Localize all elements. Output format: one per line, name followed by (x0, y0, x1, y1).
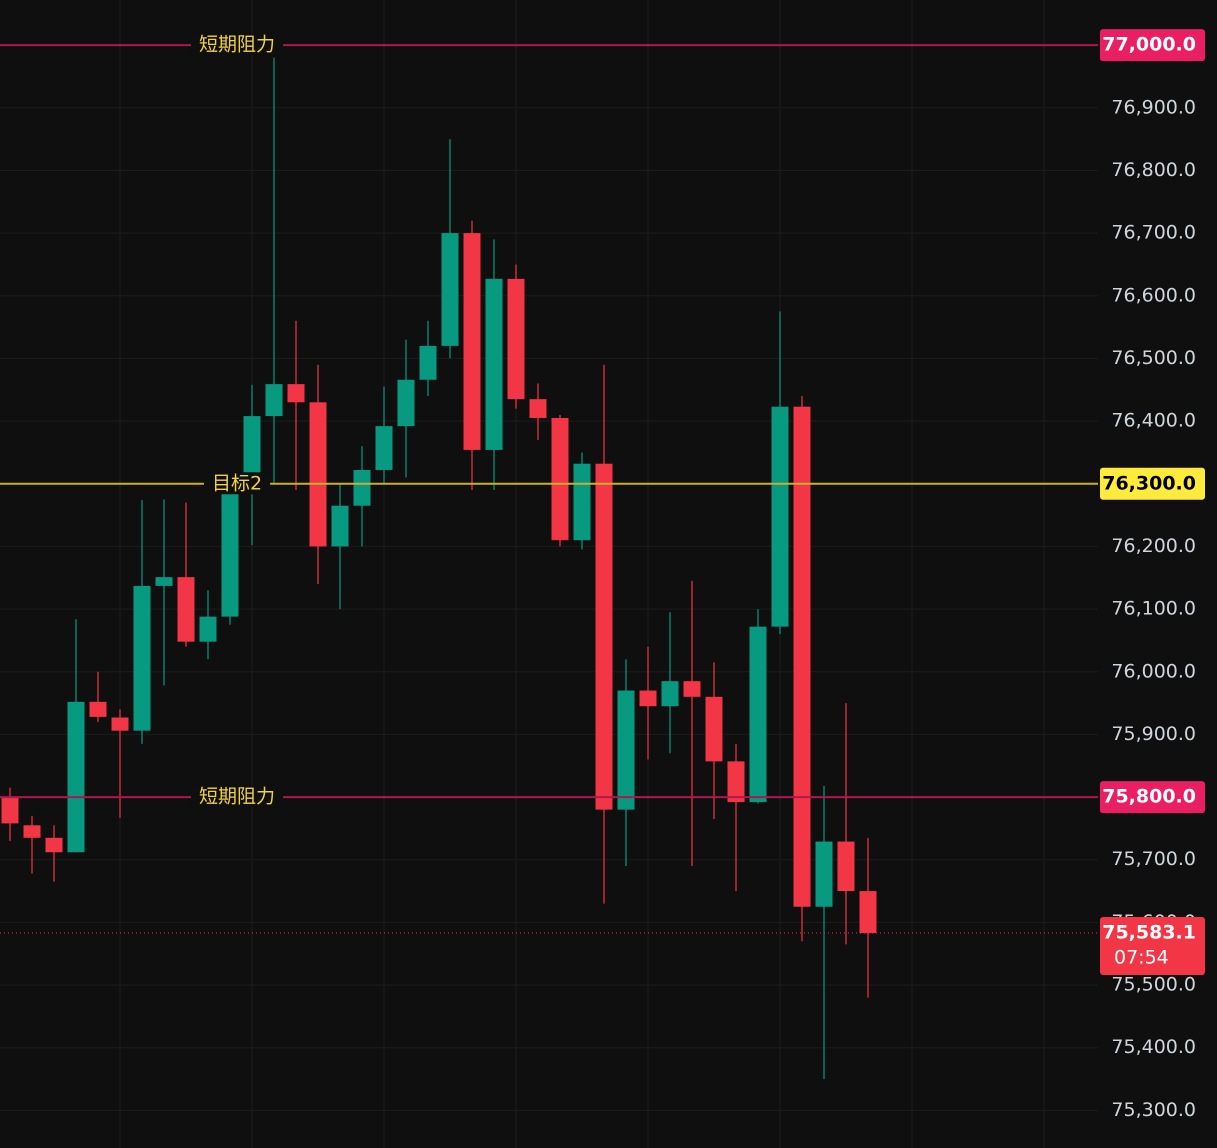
candle-body (595, 463, 613, 810)
y-tick-label: 75,500.0 (1111, 974, 1196, 996)
candle-body (793, 406, 811, 907)
y-tick-label: 75,400.0 (1111, 1036, 1196, 1058)
price-box-label: 77,000.0 (1102, 34, 1196, 56)
candle-body (353, 469, 371, 506)
candle-body (705, 696, 723, 762)
candle-body (573, 463, 591, 541)
y-tick-label: 75,900.0 (1111, 723, 1196, 745)
candle-body (397, 379, 415, 427)
y-tick-label: 75,700.0 (1111, 848, 1196, 870)
level-label: 短期阻力 (199, 34, 275, 56)
candle-body (815, 841, 833, 907)
candle-body (661, 681, 679, 707)
y-tick-label: 76,800.0 (1111, 159, 1196, 181)
candle-body (23, 825, 41, 838)
candle-body (485, 278, 503, 450)
price-box (1100, 29, 1205, 62)
candle-body (221, 490, 239, 617)
candle-body (837, 841, 855, 892)
candle-body (111, 717, 129, 731)
price-box-label: 76,300.0 (1102, 472, 1196, 494)
candle-body (529, 399, 547, 418)
candle-body (67, 701, 85, 853)
candle-body (727, 761, 745, 803)
price-box (1100, 467, 1205, 500)
y-tick-label: 76,700.0 (1111, 222, 1196, 244)
candle-body (155, 577, 173, 586)
candle-body (771, 406, 789, 627)
candle-body (507, 278, 525, 400)
level-label-bg (190, 785, 284, 808)
y-tick-label: 75,300.0 (1111, 1099, 1196, 1121)
level-label: 目标2 (212, 472, 262, 494)
y-tick-label: 76,900.0 (1111, 96, 1196, 118)
candle-body (617, 690, 635, 810)
candle-body (419, 345, 437, 380)
y-tick-label: 76,200.0 (1111, 535, 1196, 557)
current-price-label: 75,583.1 (1102, 922, 1196, 944)
level-label: 短期阻力 (199, 786, 275, 808)
candle-body (309, 402, 327, 547)
candle-body (463, 233, 481, 450)
candle-body (265, 384, 283, 417)
candle-body (133, 585, 151, 731)
candle-body (375, 426, 393, 470)
candle-body (287, 384, 305, 403)
y-tick-label: 76,500.0 (1111, 347, 1196, 369)
candle-body (859, 891, 877, 934)
level-label-bg (190, 33, 284, 56)
y-tick-label: 76,000.0 (1111, 660, 1196, 682)
candle-body (45, 837, 63, 853)
vertical-grid (119, 0, 1045, 1148)
countdown-label: 07:54 (1114, 947, 1169, 969)
candle-body (683, 681, 701, 697)
candle-body (199, 616, 217, 642)
candle-body (243, 416, 261, 491)
level-label-bg (203, 472, 271, 495)
candle-body (1, 797, 19, 824)
y-tick-label: 76,100.0 (1111, 598, 1196, 620)
candle-body (441, 233, 459, 346)
candle-body (331, 505, 349, 547)
y-tick-label: 76,600.0 (1111, 284, 1196, 306)
price-box (1100, 781, 1205, 814)
candle-body (177, 577, 195, 642)
candle-body (749, 626, 767, 803)
candle-body (639, 690, 657, 707)
price-box-label: 75,800.0 (1102, 786, 1196, 808)
y-tick-label: 76,400.0 (1111, 410, 1196, 432)
candle-body (551, 417, 569, 541)
current-price-box (1100, 917, 1205, 976)
candle-body (89, 701, 107, 717)
